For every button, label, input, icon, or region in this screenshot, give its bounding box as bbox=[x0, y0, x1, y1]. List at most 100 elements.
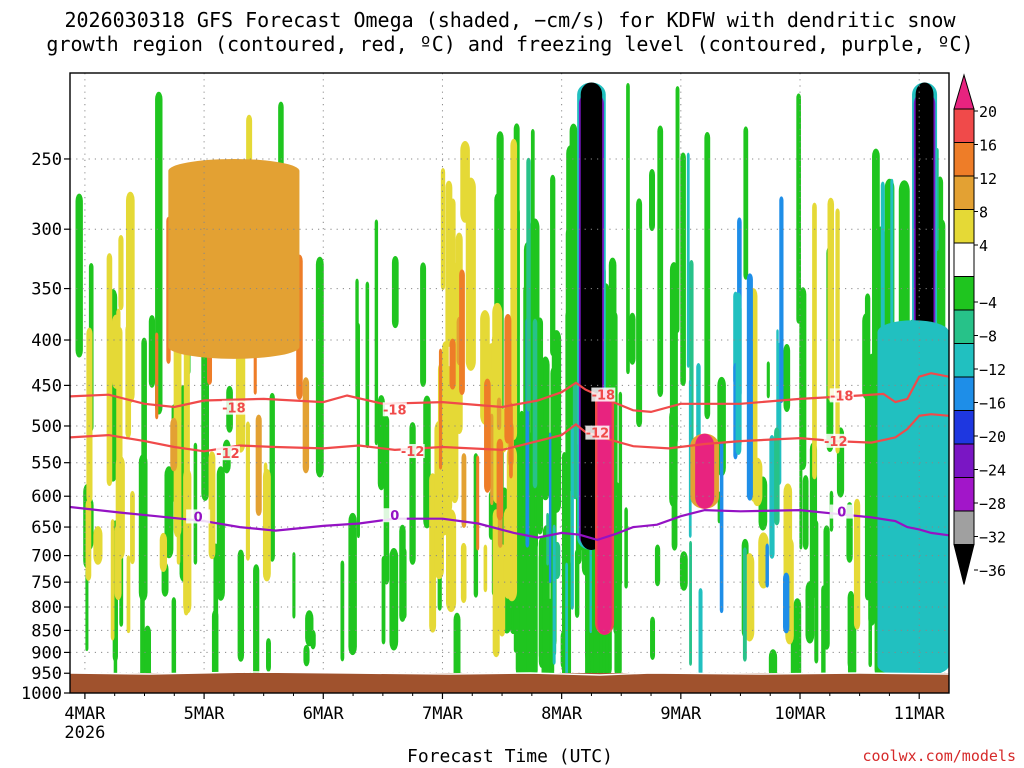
below-ground-region bbox=[70, 673, 949, 693]
omega-streak-weak-ascent bbox=[453, 612, 461, 680]
omega-streak-ascent bbox=[742, 547, 747, 662]
y-tick-label: 850 bbox=[31, 621, 62, 641]
omega-streak-ascent bbox=[735, 292, 742, 455]
contour-label-bg bbox=[382, 508, 407, 523]
x-tick-label: 7MAR bbox=[422, 704, 464, 724]
pressure-axis: 2503003504004505005506006507007508008509… bbox=[21, 150, 70, 704]
omega-streak-subsidence bbox=[449, 338, 456, 390]
colorbar-bin bbox=[953, 108, 975, 143]
omega-streak-weak-ascent bbox=[821, 585, 826, 680]
omega-streak-weak-subsidence bbox=[110, 519, 115, 641]
omega-streak-weak-ascent bbox=[213, 543, 219, 680]
omega-streak-ascent bbox=[526, 157, 531, 412]
omega-streak-weak-ascent bbox=[315, 256, 324, 478]
contour-label-bg bbox=[823, 433, 848, 448]
omega-streak-weak-ascent bbox=[383, 415, 390, 585]
colorbar-cap-top bbox=[953, 73, 975, 110]
omega-streak-weak-ascent bbox=[237, 549, 245, 662]
omega-streak-weak-ascent bbox=[310, 629, 316, 650]
contour-label: -18 bbox=[830, 389, 854, 404]
omega-streak-ascent bbox=[765, 543, 769, 588]
omega-streak-ascent bbox=[546, 512, 549, 566]
omega-streak-ascent bbox=[570, 425, 574, 610]
y-tick-label: 500 bbox=[31, 417, 62, 437]
y-tick-label: 650 bbox=[31, 518, 62, 538]
omega-streak-weak-subsidence bbox=[111, 314, 121, 389]
omega-streak-ascent bbox=[783, 572, 790, 634]
omega-streak-ascent bbox=[880, 181, 885, 372]
omega-streak-weak-ascent bbox=[141, 337, 147, 551]
colorbar-bin bbox=[953, 477, 975, 512]
contour-label: 0 bbox=[837, 506, 846, 521]
omega-streak-weak-subsidence bbox=[208, 451, 216, 560]
y-tick-label: 550 bbox=[31, 454, 62, 474]
omega-streak-weak-ascent bbox=[550, 174, 556, 357]
colorbar-tick-label: −12 bbox=[979, 361, 1006, 379]
colorbar-bin bbox=[953, 309, 975, 344]
omega-streak-weak-ascent bbox=[566, 145, 575, 419]
omega-streak-subsidence bbox=[459, 269, 465, 395]
chart-title-line2: growth region (contoured, red, ºC) and f… bbox=[46, 32, 973, 56]
colorbar-tick-label: −4 bbox=[979, 294, 997, 312]
colorbar-legend: 20 16 12 8 4 −4 −8 −12 −16 −20 −24 −28 −32 −36 bbox=[953, 73, 1006, 585]
omega-streak-weak-ascent bbox=[374, 219, 379, 446]
omega-streak-ascent bbox=[698, 588, 703, 676]
chart-title-line1: 2026030318 GFS Forecast Omega (shaded, −… bbox=[64, 8, 956, 32]
omega-streak-weak-ascent bbox=[365, 281, 370, 449]
omega-streak-ascent bbox=[774, 427, 780, 526]
omega-streak-weak-ascent bbox=[266, 638, 271, 672]
omega-streak-weak-ascent bbox=[541, 356, 550, 501]
omega-streak-weak-ascent bbox=[624, 507, 628, 589]
contour-label: -12 bbox=[401, 445, 425, 460]
omega-streak-weak-ascent bbox=[519, 516, 527, 678]
contour-label-bg bbox=[591, 387, 616, 402]
omega-streak-weak-subsidence bbox=[125, 191, 135, 403]
contour-label: -18 bbox=[383, 403, 407, 418]
omega-streak-weak-ascent bbox=[802, 475, 809, 550]
omega-streak-weak-ascent bbox=[171, 597, 177, 680]
omega-streak-subsidence bbox=[490, 413, 494, 506]
omega-streak-weak-ascent bbox=[649, 169, 656, 231]
ground-surface-edge bbox=[69, 671, 950, 676]
omega-streak-subsidence bbox=[155, 332, 159, 420]
omega-streak-weak-ascent bbox=[253, 564, 260, 680]
omega-streak-weak-ascent bbox=[144, 625, 152, 680]
contour-label: -18 bbox=[592, 389, 616, 404]
omega-streak-weak-ascent bbox=[377, 395, 385, 491]
omega-streak-weak-subsidence bbox=[118, 234, 124, 311]
colorbar-tick-label: −24 bbox=[979, 462, 1006, 480]
omega-streak-weak-subsidence bbox=[460, 542, 467, 604]
contour-label: -18 bbox=[222, 402, 246, 417]
gridlines bbox=[70, 73, 949, 693]
omega-streak-weak-ascent bbox=[809, 442, 818, 598]
omega-streak-ascent bbox=[746, 273, 753, 501]
omega-streak-weak-subsidence bbox=[183, 324, 190, 533]
omega-streak-weak-ascent bbox=[864, 293, 871, 601]
y-tick-label: 900 bbox=[31, 643, 62, 663]
contour-label-bg bbox=[585, 425, 610, 440]
omega-streak-weak-subsidence bbox=[429, 473, 437, 633]
x-tick-label: 6MAR bbox=[303, 704, 345, 724]
colorbar-tick-label: −16 bbox=[979, 395, 1006, 413]
omega-streak-weak-ascent bbox=[654, 544, 661, 587]
omega-streak-ascent bbox=[552, 524, 556, 665]
omega-streak-weak-ascent bbox=[671, 458, 678, 551]
contour-line bbox=[70, 505, 949, 542]
omega-streak-weak-ascent bbox=[164, 466, 174, 559]
colorbar-bin bbox=[953, 410, 975, 445]
omega-streak-weak-subsidence bbox=[465, 177, 476, 371]
omega-streak-weak-ascent bbox=[768, 649, 778, 680]
y-tick-label: 700 bbox=[31, 547, 62, 567]
x-tick-label: 8MAR bbox=[541, 704, 583, 724]
omega-streak-weak-subsidence bbox=[752, 457, 763, 507]
omega-streak-subsidence bbox=[496, 438, 504, 521]
omega-streak-weak-ascent bbox=[551, 330, 562, 513]
colorbar-bin bbox=[953, 209, 975, 244]
colorbar-bin bbox=[953, 276, 975, 311]
omega-streak-ascent bbox=[769, 435, 775, 559]
colorbar-tick-label: −28 bbox=[979, 495, 1006, 513]
omega-streak-weak-subsidence bbox=[114, 524, 122, 601]
omega-streak-weak-subsidence bbox=[445, 180, 453, 347]
colorbar-tick-label: 4 bbox=[979, 237, 988, 255]
